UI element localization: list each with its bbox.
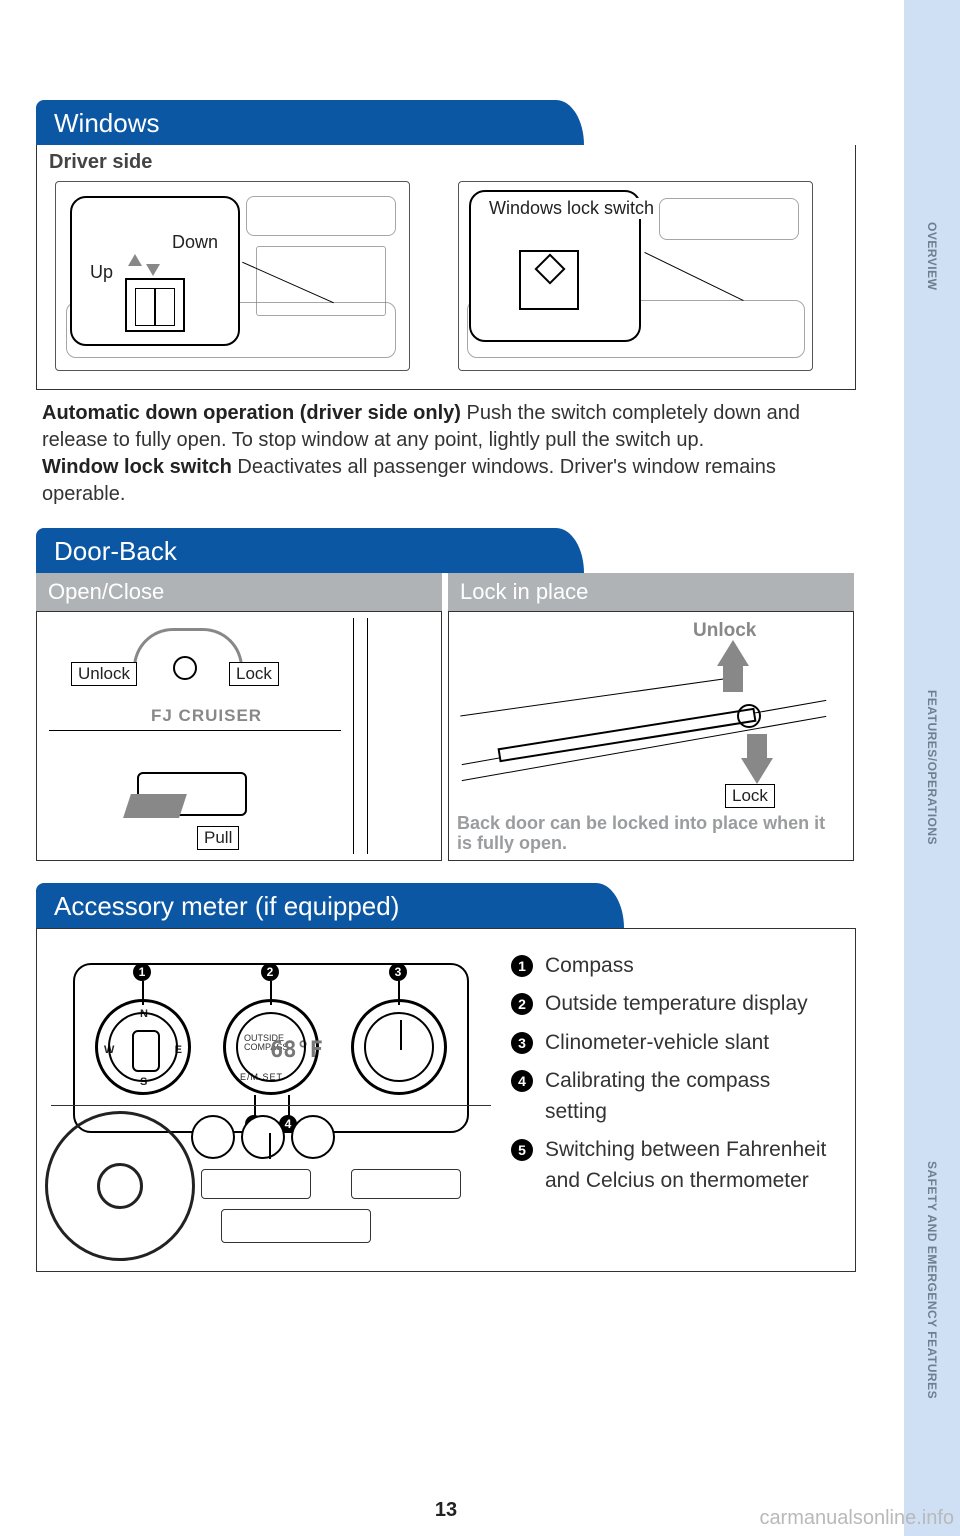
list-item: 4 Calibrating the compass setting	[511, 1066, 831, 1127]
num-icon: 3	[511, 1032, 533, 1054]
door-panel-lock-in-place: Lock in place Unlock Lock Back door can …	[448, 573, 854, 861]
doorback-note: Back door can be locked into place when …	[457, 813, 845, 854]
em-set-label: E/M SET	[240, 1072, 283, 1082]
tab-safety: SAFETY AND EMERGENCY FEATURES	[904, 1024, 960, 1536]
compass-n: N	[140, 1008, 148, 1020]
item-text: Calibrating the compass setting	[545, 1066, 831, 1127]
num-icon: 2	[511, 993, 533, 1015]
tab-overview: OVERVIEW	[904, 0, 960, 512]
tag-lock: Lock	[229, 662, 279, 686]
num-icon: 4	[511, 1070, 533, 1092]
section-title: Windows	[54, 108, 159, 138]
section-header-accessory: Accessory meter (if equipped)	[36, 883, 596, 928]
section-title: Door-Back	[54, 536, 177, 566]
accessory-list: 1 Compass 2 Outside temperature display 3C…	[511, 945, 831, 1255]
driver-side-label: Driver side	[49, 151, 152, 174]
item-text: Switching between Fahrenheit and Celcius…	[545, 1135, 831, 1196]
door-panel-open-close: Open/Close FJ CRUISER Unlock Lock Pull	[36, 573, 442, 861]
figure-open-close: FJ CRUISER Unlock Lock Pull	[36, 611, 442, 861]
temp-l1: OUTSIDE	[244, 1033, 284, 1043]
temp-value: 68°F	[270, 1038, 323, 1063]
label-unlock-gray: Unlock	[693, 620, 756, 642]
figure-window-lock-switch: Windows lock switch	[458, 181, 813, 371]
label-window-lock-switch: Windows lock switch	[489, 198, 654, 219]
item-text: Clinometer-vehicle slant	[545, 1028, 769, 1058]
accessory-box: N E S W OUTSIDECOMPASS 68°F E/M SET 1	[36, 928, 856, 1272]
section-header-windows: Windows	[36, 100, 556, 145]
list-item: 3 Clinometer-vehicle slant	[511, 1028, 831, 1058]
doorback-row: Open/Close FJ CRUISER Unlock Lock Pull L…	[36, 573, 856, 861]
list-item: 2 Outside temperature display	[511, 989, 831, 1019]
tag-pull: Pull	[197, 826, 239, 850]
windows-paragraph: Automatic down operation (driver side on…	[36, 390, 856, 508]
pin-2: 2	[261, 963, 279, 981]
item-text: Compass	[545, 951, 634, 981]
tag-unlock: Unlock	[71, 662, 137, 686]
label-up: Up	[90, 262, 113, 283]
section-title: Accessory meter (if equipped)	[54, 891, 399, 921]
watermark: carmanualsonline.info	[759, 1507, 954, 1530]
tab-features: FEATURES/OPERATIONS	[904, 512, 960, 1024]
item-text: Outside temperature display	[545, 989, 808, 1019]
tag-lock-2: Lock	[725, 784, 775, 808]
figure-lock-in-place: Unlock Lock Back door can be locked into…	[448, 611, 854, 861]
label-down: Down	[172, 232, 218, 253]
compass-e: E	[175, 1044, 182, 1056]
bold-lock-switch: Window lock switch	[42, 456, 232, 478]
vehicle-badge: FJ CRUISER	[151, 706, 262, 726]
temp-l2: COMPASS	[244, 1042, 288, 1052]
bold-auto-down: Automatic down operation (driver side on…	[42, 402, 461, 424]
figure-accessory-meter: N E S W OUTSIDECOMPASS 68°F E/M SET 1	[51, 945, 491, 1255]
pin-3: 3	[389, 963, 407, 981]
gray-header-lock-in-place: Lock in place	[448, 573, 854, 611]
num-icon: 1	[511, 955, 533, 977]
page-number: 13	[36, 1499, 856, 1522]
list-item: 5 Switching between Fahrenheit and Celciu…	[511, 1135, 831, 1196]
gray-header-open-close: Open/Close	[36, 573, 442, 611]
compass-s: S	[140, 1076, 147, 1088]
page-content: Windows Driver side Up Down	[36, 0, 856, 1536]
section-header-doorback: Door-Back	[36, 528, 556, 573]
side-tabs: OVERVIEW FEATURES/OPERATIONS SAFETY AND …	[904, 0, 960, 1536]
figure-window-switch: Up Down	[55, 181, 410, 371]
num-icon: 5	[511, 1139, 533, 1161]
compass-w: W	[104, 1044, 114, 1056]
pin-1: 1	[133, 963, 151, 981]
list-item: 1 Compass	[511, 951, 831, 981]
windows-box: Driver side Up Down Windows lo	[36, 145, 856, 390]
